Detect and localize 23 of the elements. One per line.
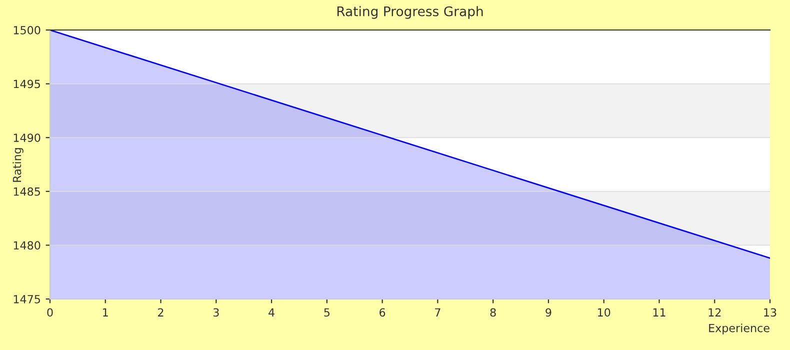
x-tick-label: 1 [103, 308, 108, 316]
chart-title: Rating Progress Graph [337, 6, 483, 19]
y-tick-label: 1500 [14, 26, 40, 34]
y-axis-title: Rating [12, 148, 24, 182]
y-tick-label: 1475 [14, 295, 40, 304]
x-tick-label: 2 [158, 308, 164, 316]
x-tick-label: 11 [653, 308, 666, 316]
y-tick-label: 1480 [14, 241, 40, 250]
x-tick-label: 9 [546, 308, 552, 317]
y-tick-label: 1490 [14, 134, 40, 142]
x-tick-label: 12 [708, 308, 721, 316]
x-tick-label: 6 [380, 308, 386, 317]
y-tick-label: 1495 [14, 80, 40, 88]
x-tick-label: 13 [764, 308, 776, 317]
y-tick-label: 1485 [14, 187, 40, 196]
x-tick-label: 3 [213, 308, 219, 317]
x-tick-label: 8 [490, 308, 496, 317]
x-tick-label: 4 [268, 308, 274, 316]
x-tick-label: 7 [435, 308, 440, 316]
x-tick-label: 5 [324, 308, 330, 317]
x-tick-label: 10 [598, 308, 610, 317]
x-axis-title: Experience [709, 324, 770, 334]
x-tick-label: 0 [47, 308, 53, 317]
